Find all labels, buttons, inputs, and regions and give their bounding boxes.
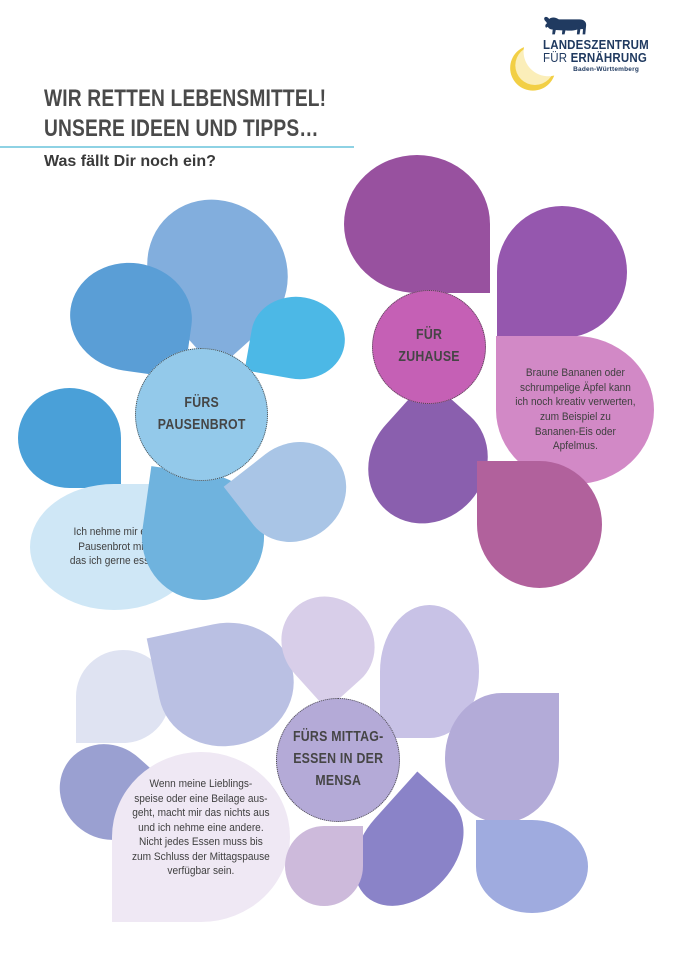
flower-petal [445, 693, 559, 823]
logo-region: Baden-Württemberg [573, 65, 639, 73]
flower-petal [497, 206, 627, 338]
logo-line2: FÜR ERNÄHRUNG [543, 50, 647, 65]
page-title: WIR RETTEN LEBENSMITTEL! UNSERE IDEEN UN… [44, 85, 327, 142]
tip-text-mensa: Wenn meine Lieblings- speise oder eine B… [132, 778, 270, 878]
tip-text-zuhause: Braune Bananen oder schrumpelige Äpfel k… [514, 367, 636, 453]
flower-petal [476, 820, 588, 913]
flower-center-zuhause: FÜR ZUHAUSE [372, 290, 486, 404]
lion-icon [544, 16, 587, 35]
flower-center-label: FÜRS MITTAG- ESSEN IN DER MENSA [292, 729, 384, 789]
logo-line2-prefix: FÜR [543, 50, 571, 65]
flower-petal-text: Braune Bananen oder schrumpelige Äpfel k… [496, 336, 654, 484]
flower-petal [18, 388, 121, 488]
flower-petal [477, 461, 602, 588]
logo-line2-bold: ERNÄHRUNG [570, 50, 647, 65]
logo-text: LANDESZENTRUM FÜR ERNÄHRUNG Baden-Württe… [543, 38, 649, 73]
flower-center-label: FÜRS PAUSENBROT [157, 394, 246, 433]
flower-petal-text: Wenn meine Lieblings- speise oder eine B… [112, 752, 290, 922]
title-rule [0, 146, 354, 148]
crescent-icon [510, 44, 571, 91]
flower-center-label: FÜR ZUHAUSE [398, 327, 460, 365]
flower-petal [344, 155, 490, 293]
flower-center-pausenbrot: FÜRS PAUSENBROT [135, 348, 268, 481]
flower-center-mensa: FÜRS MITTAG- ESSEN IN DER MENSA [276, 698, 400, 822]
flower-petal [285, 826, 363, 906]
page-subtitle: Was fällt Dir noch ein? [44, 153, 216, 170]
logo-line1: LANDESZENTRUM [543, 38, 649, 52]
landeszentrum-logo: LANDESZENTRUM FÜR ERNÄHRUNG Baden-Württe… [505, 12, 665, 98]
